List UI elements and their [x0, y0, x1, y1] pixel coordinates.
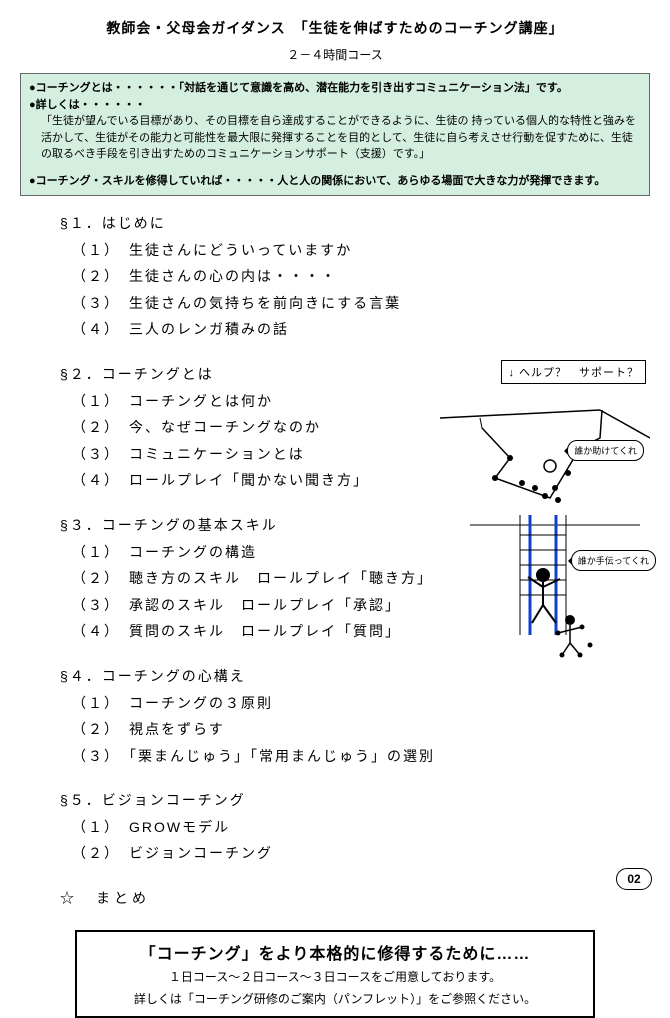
section-1-item-4: （４） 三人のレンガ積みの話 [72, 316, 650, 343]
intro-box: ●コーチングとは・・・・・・「対話を通じて意識を高め、潜在能力を引き出すコミュニ… [20, 73, 650, 196]
section-5-item-2: （２） ビジョンコーチング [72, 840, 650, 867]
footer-line-2: 詳しくは「コーチング研修のご案内（パンフレット）」をご参照ください。 [89, 990, 581, 1008]
section-5-head: §５．ビジョンコーチング [60, 787, 650, 814]
section-4-item-3: （３） 「栗まんじゅう」「常用まんじゅう」の選別 [72, 743, 650, 770]
page-number: 02 [616, 868, 652, 890]
section-1-item-2: （２） 生徒さんの心の内は・・・・ [72, 263, 650, 290]
speech-bubble-1: 誰か助けてくれ [567, 440, 644, 461]
diagram-lower-icon [470, 515, 650, 665]
intro-line-1: ●コーチングとは・・・・・・「対話を通じて意識を高め、潜在能力を引き出すコミュニ… [29, 80, 641, 97]
footer-box: 「コーチング」をより本格的に修得するために…… １日コース～２日コース～３日コー… [75, 930, 595, 1018]
page-title: 教師会・父母会ガイダンス 「生徒を伸ばすためのコーチング講座」 [20, 18, 650, 38]
section-1-item-1: （１） 生徒さんにどういっていますか [72, 237, 650, 264]
footer-headline: 「コーチング」をより本格的に修得するために…… [89, 940, 581, 964]
section-4-head: §４．コーチングの心構え [60, 663, 650, 690]
intro-line-4: ●コーチング・スキルを修得していれば・・・・・人と人の関係において、あらゆる場面… [29, 173, 641, 190]
section-1-item-3: （３） 生徒さんの気持ちを前向きにする言葉 [72, 290, 650, 317]
section-5-item-1: （１） GROWモデル [72, 814, 650, 841]
intro-line-2: ●詳しくは・・・・・・ [29, 97, 641, 114]
diagram-label: ↓ ヘルプ？ サポート？ [501, 360, 646, 384]
page-subtitle: ２－４時間コース [20, 46, 650, 63]
diagram-area: ↓ ヘルプ？ サポート？ 誰か助けてくれ [440, 360, 650, 660]
footer-line-1: １日コース～２日コース～３日コースをご用意しております。 [89, 968, 581, 986]
section-1-head: §１．はじめに [60, 210, 650, 237]
section-4-item-2: （２） 視点をずらす [72, 716, 650, 743]
section-4-item-1: （１） コーチングの３原則 [72, 690, 650, 717]
intro-line-3: 「生徒が望んでいる目標があり、その目標を自ら達成することができるように、生徒の … [41, 113, 641, 163]
speech-bubble-2: 誰か手伝ってくれ [571, 550, 656, 571]
